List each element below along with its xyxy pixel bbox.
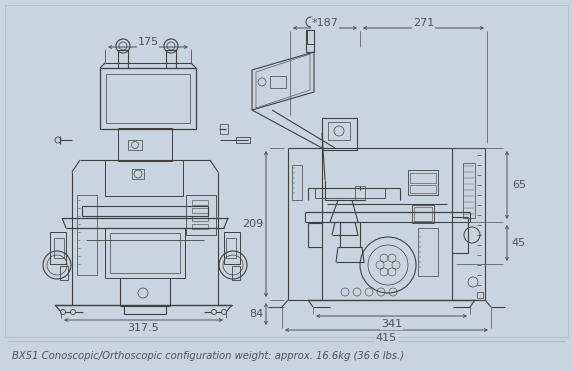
Text: 45: 45: [512, 238, 526, 248]
Bar: [328, 122, 350, 140]
Bar: [477, 292, 483, 298]
Bar: [54, 238, 64, 258]
Bar: [412, 205, 434, 223]
Bar: [50, 232, 66, 264]
Bar: [220, 124, 228, 134]
Circle shape: [222, 309, 226, 315]
Bar: [408, 170, 438, 195]
Text: 84: 84: [249, 309, 263, 319]
Bar: [5, 5, 568, 337]
Text: 65: 65: [512, 180, 526, 190]
Bar: [270, 76, 286, 88]
Text: 209: 209: [242, 219, 264, 229]
Bar: [307, 30, 314, 44]
Bar: [192, 200, 208, 205]
Bar: [60, 266, 68, 280]
Circle shape: [70, 309, 76, 315]
Bar: [463, 163, 475, 218]
Bar: [105, 228, 185, 278]
Bar: [186, 195, 216, 235]
Text: *187: *187: [312, 18, 339, 28]
Bar: [226, 238, 236, 258]
Bar: [418, 228, 438, 276]
Circle shape: [61, 309, 65, 315]
Bar: [192, 216, 208, 221]
Bar: [132, 169, 144, 179]
Bar: [118, 128, 172, 161]
Bar: [410, 173, 436, 183]
Bar: [410, 185, 436, 193]
Bar: [100, 68, 196, 129]
Bar: [315, 188, 385, 198]
Bar: [414, 207, 432, 221]
Bar: [77, 195, 97, 275]
Bar: [292, 165, 302, 200]
Bar: [128, 140, 142, 150]
Bar: [236, 137, 250, 143]
Text: 175: 175: [138, 37, 159, 47]
Text: 341: 341: [381, 319, 402, 329]
Bar: [355, 186, 365, 200]
Bar: [232, 266, 240, 280]
Text: 415: 415: [376, 333, 397, 343]
Text: 317.5: 317.5: [128, 323, 159, 333]
Bar: [192, 208, 208, 213]
Text: BX51 Conoscopic/Orthoscopic configuration weight: approx. 16.6kg (36.6 lbs.): BX51 Conoscopic/Orthoscopic configuratio…: [12, 351, 404, 361]
Text: 271: 271: [413, 18, 434, 28]
Bar: [105, 160, 183, 196]
Bar: [110, 233, 180, 273]
Circle shape: [211, 309, 217, 315]
Bar: [224, 232, 240, 264]
Bar: [106, 74, 190, 123]
Bar: [192, 224, 208, 229]
Bar: [322, 118, 357, 150]
